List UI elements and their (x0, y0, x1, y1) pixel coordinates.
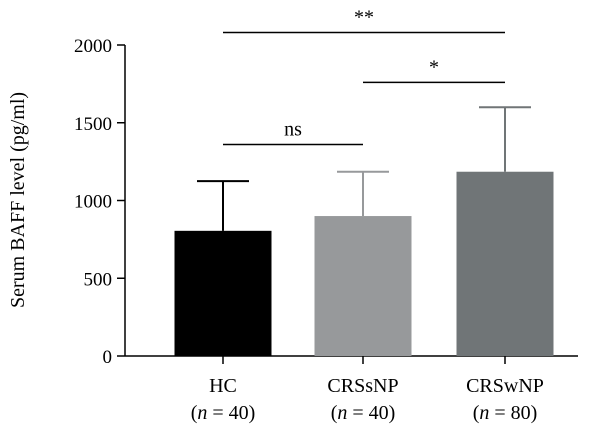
x-tick-label: CRSsNP (327, 375, 398, 397)
significance-label: * (429, 56, 439, 78)
significance-label: ** (354, 7, 374, 29)
y-tick-label: 1000 (74, 192, 112, 213)
significance-brackets: ***ns (223, 7, 505, 146)
y-tick-label: 0 (103, 347, 113, 368)
sample-size-label: (n = 40) (191, 402, 256, 424)
y-tick-label: 2000 (74, 36, 112, 57)
significance-label: ns (284, 119, 302, 141)
x-tick-label: HC (209, 375, 237, 397)
bar-crswnp (456, 171, 554, 356)
axes: 0 500 1000 1500 2000 HC (n = 40) CRSsNP (n = 40)… (74, 36, 578, 424)
y-tick-label: 1500 (74, 114, 112, 135)
sample-size-label: (n = 40) (331, 402, 396, 424)
y-tick-label: 500 (84, 269, 113, 290)
y-axis-title: Serum BAFF level (pg/ml) (7, 92, 29, 308)
bar-crssnp (314, 216, 412, 356)
bars (174, 106, 554, 356)
sample-size-label: (n = 80) (473, 402, 538, 424)
bar-hc (174, 230, 272, 356)
x-tick-label: CRSwNP (466, 375, 544, 397)
